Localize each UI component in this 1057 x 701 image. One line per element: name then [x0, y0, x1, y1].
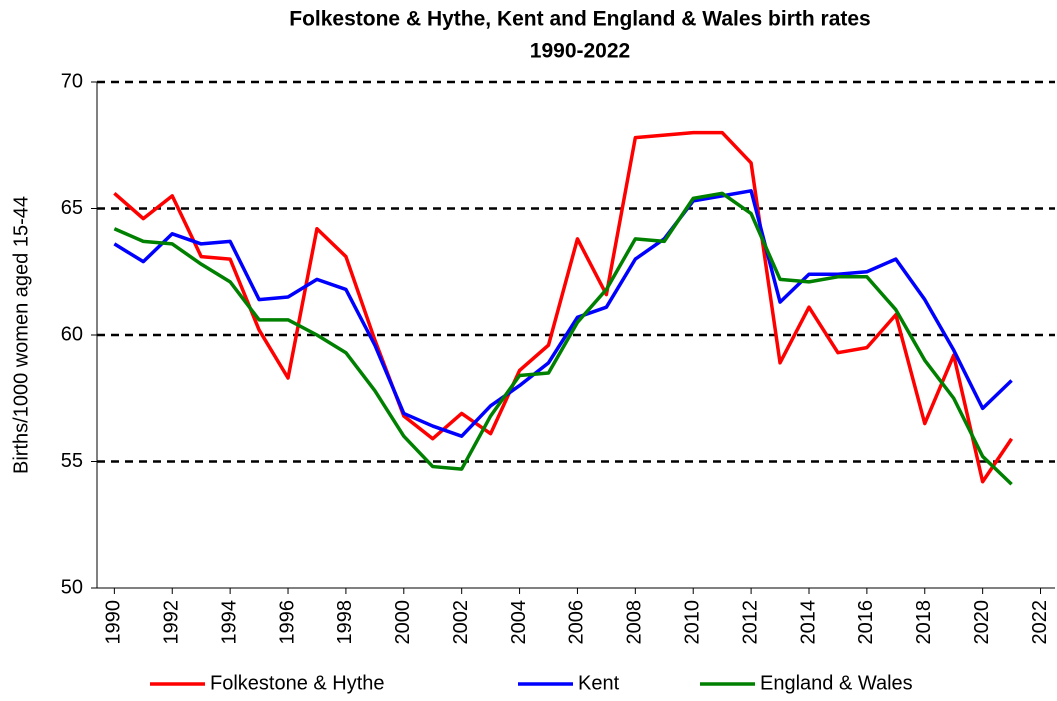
y-tick-label: 65 [61, 197, 83, 219]
x-tick-label: 1998 [334, 600, 356, 645]
x-tick-label: 2004 [508, 600, 530, 645]
legend-label: Kent [578, 672, 620, 694]
x-tick-label: 2016 [855, 600, 877, 645]
x-tick-label: 2008 [624, 600, 646, 645]
x-tick-label: 2010 [681, 600, 703, 645]
y-tick-label: 50 [61, 576, 83, 598]
x-tick-label: 1992 [161, 600, 183, 645]
x-tick-label: 2006 [566, 600, 588, 645]
y-tick-label: 70 [61, 70, 83, 92]
chart-title: Folkestone & Hythe, Kent and England & W… [289, 8, 870, 31]
y-tick-label: 60 [61, 323, 83, 345]
x-tick-label: 1994 [218, 600, 240, 645]
y-axis-label: Births/1000 women aged 15-44 [10, 196, 32, 474]
x-tick-label: 2002 [450, 600, 472, 645]
y-tick-label: 55 [61, 450, 83, 472]
line-series [113, 130, 1014, 484]
x-tick-label: 2000 [392, 600, 414, 645]
x-tick-label: 1996 [276, 600, 298, 645]
x-tick-label: 2018 [913, 600, 935, 645]
x-tick-label: 2020 [971, 600, 993, 645]
line-series [113, 191, 1013, 486]
legend-label: Folkestone & Hythe [210, 672, 385, 694]
legend-label: England & Wales [760, 672, 913, 694]
x-tick-label: 1990 [103, 600, 125, 645]
x-tick-label: 2012 [739, 600, 761, 645]
chart-title: 1990-2022 [530, 40, 630, 63]
x-tick-label: 2022 [1029, 600, 1051, 645]
x-tick-label: 2014 [797, 600, 819, 645]
line-series [113, 189, 1013, 438]
